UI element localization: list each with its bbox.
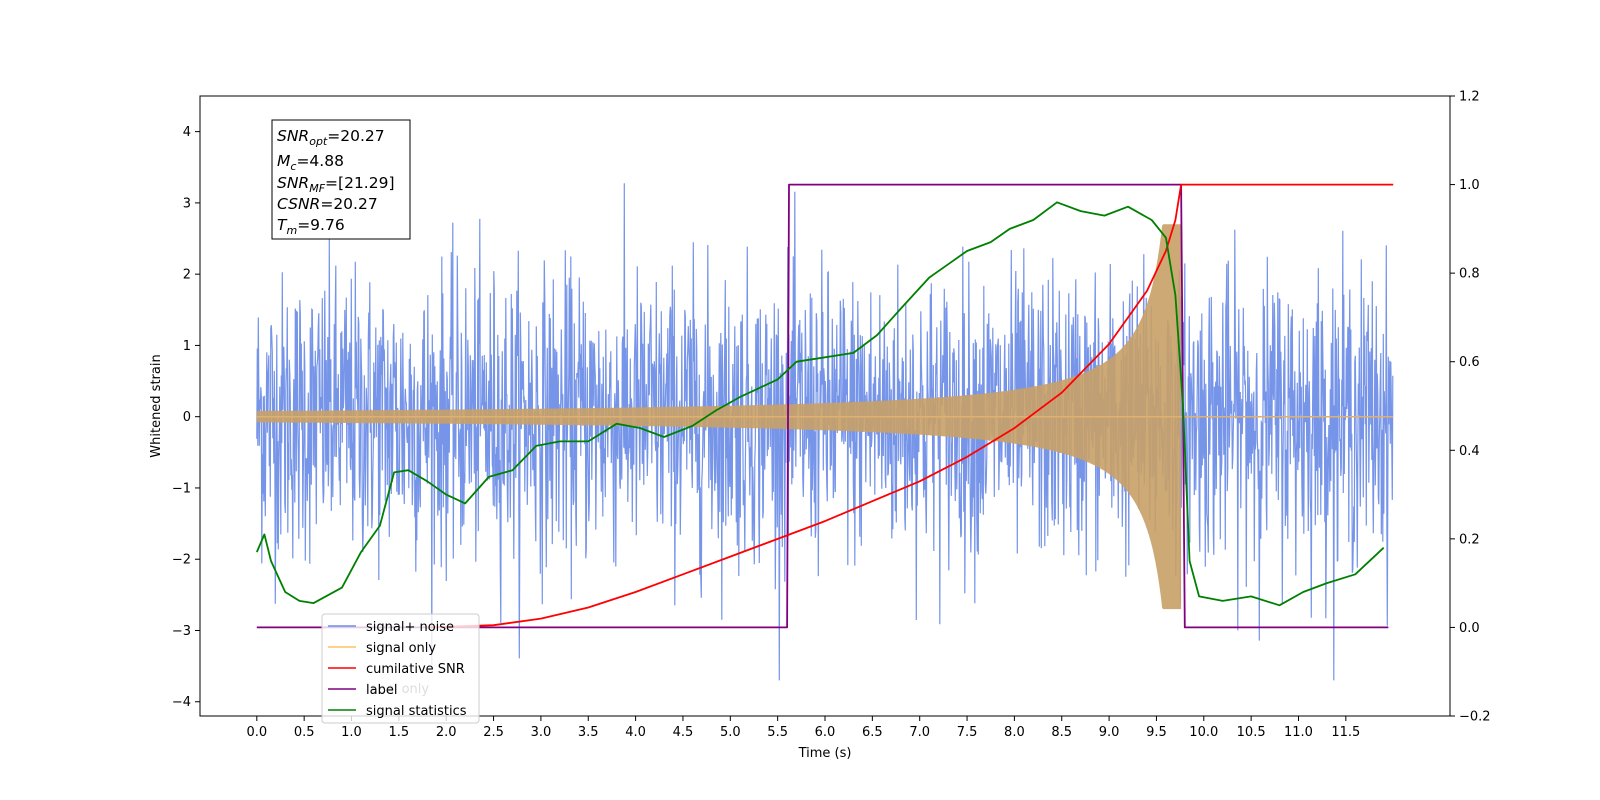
annotation-csnr: CSNR=20.27 [277, 195, 378, 213]
series-signal-noise [256, 183, 1394, 681]
x-tick-label: 2.5 [483, 725, 504, 740]
y2-tick-label: 0.0 [1459, 621, 1480, 636]
x-tick-label: 11.5 [1331, 725, 1360, 740]
x-tick-label: 6.5 [862, 725, 883, 740]
y2-tick-label: 0.4 [1459, 444, 1480, 459]
y2-tick-label: 0.2 [1459, 532, 1480, 547]
y-tick-label: −3 [172, 624, 191, 639]
x-tick-label: 9.0 [1099, 725, 1120, 740]
legend-frame [321, 613, 480, 724]
y-tick-label: 1 [183, 339, 191, 354]
y-tick-label: −2 [172, 553, 191, 568]
y2-tick-label: −0.2 [1459, 710, 1491, 725]
x-tick-label: 0.0 [246, 725, 267, 740]
x-tick-label: 6.0 [815, 725, 836, 740]
annotation-box: SNRopt=20.27 Mc=4.88 SNRMF=[21.29] CSNR=… [271, 119, 411, 240]
y-tick-label: −1 [172, 481, 191, 496]
y-tick-label: 3 [183, 196, 191, 211]
annotation-snr-mf: SNRMF=[21.29] [277, 174, 395, 195]
x-axis: 0.0 0.5 1.0 1.5 2.0 2.5 3.0 3.5 4.0 4.5 5.0 5.5 6.0 6… [246, 716, 1360, 740]
y-tick-label: −4 [172, 695, 191, 710]
series-cumulative-snr [427, 183, 1394, 629]
y2-tick-label: 0.8 [1459, 267, 1480, 282]
x-tick-label: 11.0 [1284, 725, 1313, 740]
x-tick-label: 7.5 [957, 725, 978, 740]
annotation-mc: Mc=4.88 [277, 152, 344, 173]
x-tick-label: 0.5 [294, 725, 315, 740]
annotation-tm: Tm=9.76 [277, 216, 345, 237]
legend-label-signal-noise: signal+ noise [366, 620, 454, 635]
y-axis-right: 1.2 1.0 0.8 0.6 0.4 0.2 0.0 −0.2 [1450, 90, 1491, 725]
series-label [256, 183, 1389, 629]
y2-tick-label: 1.0 [1459, 178, 1480, 193]
x-tick-label: 4.5 [673, 725, 694, 740]
y2-tick-label: 1.2 [1459, 90, 1480, 105]
legend-hidden-label: label only [366, 682, 429, 697]
legend-label-signal-statistics: signal statistics [366, 704, 467, 719]
y2-tick-label: 0.6 [1459, 355, 1480, 370]
x-tick-label: 5.5 [767, 725, 788, 740]
x-tick-label: 8.0 [1004, 725, 1025, 740]
legend-label-signal-only: signal only [366, 641, 436, 656]
y-axis-left: 4 3 2 1 0 −1 −2 −3 −4 [172, 125, 200, 710]
y-axis-label: Whitened strain [149, 354, 164, 457]
series-signal-statistics [255, 201, 1385, 607]
y-tick-label: 4 [183, 125, 191, 140]
x-tick-label: 10.5 [1237, 725, 1266, 740]
x-tick-label: 8.5 [1051, 725, 1072, 740]
annotation-snr-opt: SNRopt=20.27 [277, 127, 385, 148]
x-tick-label: 1.5 [389, 725, 410, 740]
legend-label-cumulative-snr: cumilative SNR [366, 662, 465, 677]
legend: label only signal+ noise signal only cum… [321, 613, 480, 724]
x-tick-label: 4.0 [625, 725, 646, 740]
legend-label-label: label [366, 683, 397, 698]
series-layer [255, 183, 1394, 681]
x-tick-label: 2.0 [436, 725, 457, 740]
x-tick-label: 10.0 [1189, 725, 1218, 740]
y-tick-label: 2 [183, 268, 191, 283]
x-tick-label: 9.5 [1146, 725, 1167, 740]
annotation-frame [271, 119, 411, 240]
x-tick-label: 1.0 [341, 725, 362, 740]
x-tick-label: 3.5 [578, 725, 599, 740]
x-axis-label: Time (s) [798, 746, 852, 761]
x-tick-label: 7.0 [909, 725, 930, 740]
x-tick-label: 3.0 [531, 725, 552, 740]
y-tick-label: 0 [183, 410, 191, 425]
x-tick-label: 5.0 [720, 725, 741, 740]
